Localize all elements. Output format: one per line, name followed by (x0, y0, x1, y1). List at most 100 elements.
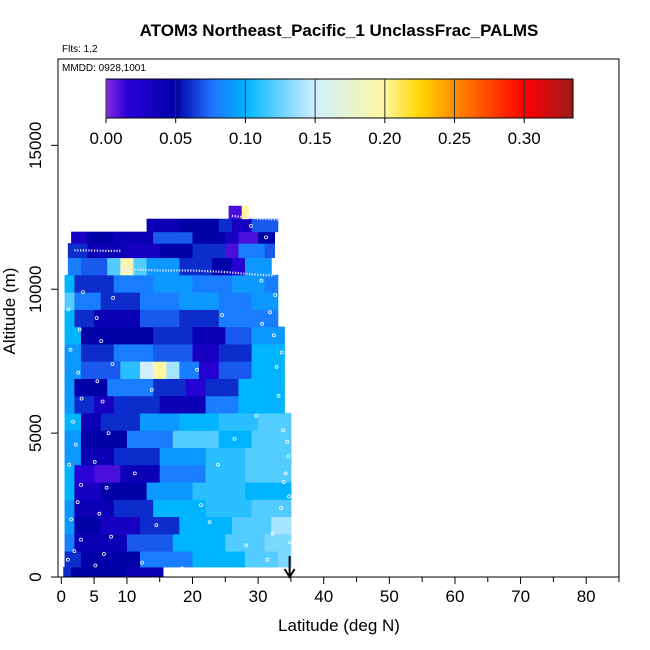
sample-point (279, 505, 284, 510)
flight-track (74, 249, 121, 252)
heatmap-cell (179, 361, 200, 379)
heatmap-cell (185, 378, 207, 397)
sample-point (106, 431, 111, 436)
heatmap-cell (126, 566, 164, 577)
sample-point (276, 393, 281, 398)
heatmap-cell (231, 516, 272, 535)
heatmap-cell (64, 533, 75, 552)
heatmap-cell (64, 430, 82, 448)
x-tick-label: 70 (511, 587, 530, 606)
heatmap-cell (192, 551, 246, 568)
sample-point (132, 471, 137, 476)
heatmap-cell (126, 533, 174, 552)
heatmap-cell (100, 292, 141, 310)
heatmap-cell (251, 326, 285, 345)
heatmap-cell (251, 343, 285, 362)
sample-point (79, 396, 84, 401)
heatmap-cell (64, 516, 75, 535)
x-tick-label: 30 (249, 587, 268, 606)
heatmap-cell (80, 430, 128, 448)
sample-point (73, 442, 78, 447)
heatmap-cell (153, 326, 194, 345)
heatmap-cell (153, 274, 194, 293)
heatmap-cell (100, 516, 141, 535)
x-tick-label: 20 (183, 587, 202, 606)
sample-point (109, 534, 113, 539)
heatmap-cell (218, 343, 253, 362)
heatmap-cell (133, 257, 148, 276)
heatmap-cell (64, 292, 75, 310)
plot-area (63, 205, 293, 577)
heatmap-cell (74, 516, 102, 535)
heatmap-cell (192, 326, 226, 345)
heatmap-cell (80, 326, 115, 345)
heatmap-cell (87, 243, 128, 259)
sample-point (69, 517, 73, 522)
heatmap-cell (166, 361, 180, 379)
sample-points (65, 223, 293, 571)
x-tick-label: 40 (314, 587, 333, 606)
heatmap-cell (107, 378, 154, 397)
heatmap-cell (258, 231, 276, 244)
y-tick-label: 15000 (26, 122, 45, 169)
heatmap-cell (205, 464, 246, 483)
heatmap-cell (80, 361, 121, 379)
heatmap-cell (94, 309, 141, 328)
heatmap-cell (74, 464, 95, 483)
heatmap-cell (238, 243, 266, 259)
y-tick-label: 5000 (26, 414, 45, 452)
sample-point (75, 500, 80, 505)
heatmap-cell (179, 309, 220, 328)
heatmap-cell (212, 257, 233, 276)
heatmap-cell (153, 499, 207, 518)
colorbar-gradient (105, 78, 574, 119)
colorbar-tick-label: 0.30 (508, 129, 541, 148)
heatmap-cell (74, 309, 95, 328)
heatmap-cell (251, 499, 292, 518)
heatmap-cell (153, 361, 167, 379)
sample-point (279, 350, 284, 355)
sample-point (94, 316, 99, 320)
x-tick-label: 60 (446, 587, 465, 606)
heatmap-cell (238, 395, 285, 414)
sample-point (264, 235, 268, 240)
heatmap-cell (71, 566, 128, 577)
heatmap-cell (113, 274, 154, 293)
heatmap-cell (87, 231, 115, 244)
heatmap-cell (64, 464, 75, 483)
colorbar-tick-label: 0.10 (229, 129, 262, 148)
heatmap-cell (64, 274, 75, 293)
sample-point (220, 313, 224, 318)
sample-point (95, 379, 100, 384)
flights-note: Flts: 1,2 (62, 44, 98, 55)
sample-point (154, 523, 159, 528)
heatmap-cell (205, 378, 239, 397)
heatmap-cell (80, 257, 108, 276)
heatmap-cell (205, 395, 239, 414)
heatmap-cell (225, 243, 239, 259)
heatmap-cell (64, 361, 82, 379)
sample-point (99, 339, 104, 343)
heatmap-cell (159, 464, 207, 483)
heatmap-cell (172, 533, 226, 552)
y-tick-label: 10000 (26, 266, 45, 313)
heatmap-cell (64, 412, 82, 431)
sample-point (68, 347, 73, 352)
heatmap-cell (67, 257, 82, 276)
heatmap-cell (113, 447, 161, 466)
sample-point (110, 362, 115, 366)
heatmap-cell (80, 343, 115, 362)
heatmap-cell (159, 243, 194, 259)
heatmap-cell (238, 378, 285, 397)
heatmap-cell (199, 361, 220, 379)
sample-point (102, 552, 106, 556)
heatmap-cell (146, 257, 180, 276)
sample-point (271, 333, 276, 338)
sample-point (248, 223, 253, 228)
heatmap-cell (231, 274, 266, 293)
heatmap-cell (179, 257, 213, 276)
sample-point (66, 307, 71, 312)
heatmap-cell (179, 218, 220, 233)
heatmap-cell (80, 412, 102, 431)
heatmap-cell (74, 395, 95, 414)
